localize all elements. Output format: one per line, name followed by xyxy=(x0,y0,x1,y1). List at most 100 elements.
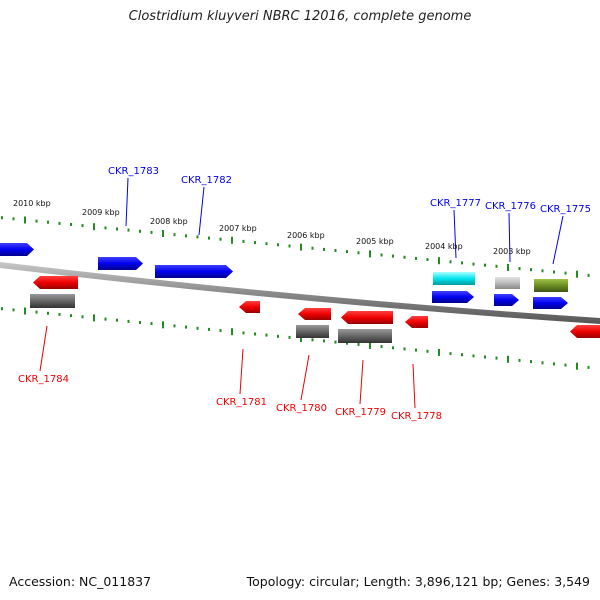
kbp-label: 2003 kbp xyxy=(493,247,531,256)
minor-tick xyxy=(530,360,532,364)
major-tick xyxy=(162,321,164,329)
lower-tick-track xyxy=(1,307,590,370)
minor-tick xyxy=(587,365,590,369)
kbp-label: 2005 kbp xyxy=(356,237,394,246)
gene-label[interactable]: CKR_1781 xyxy=(216,397,267,408)
gene-leader-line xyxy=(198,186,205,236)
minor-tick xyxy=(541,269,544,273)
kbp-label: 2007 kbp xyxy=(219,224,257,233)
minor-tick xyxy=(12,217,15,221)
minor-tick xyxy=(265,242,268,246)
kbp-label: 2006 kbp xyxy=(287,231,325,240)
minor-tick xyxy=(104,226,107,230)
minor-tick xyxy=(518,358,521,362)
gene-arrow xyxy=(494,294,519,306)
minor-tick xyxy=(242,331,245,335)
major-tick xyxy=(162,230,164,237)
minor-tick xyxy=(346,341,348,345)
gene-label[interactable]: CKR_1782 xyxy=(181,175,232,186)
kbp-label: 2008 kbp xyxy=(150,217,188,226)
minor-tick xyxy=(380,345,383,349)
major-tick xyxy=(438,257,440,265)
gene-block xyxy=(534,279,568,292)
minor-tick xyxy=(1,216,3,220)
gene-label[interactable]: CKR_1783 xyxy=(108,166,159,177)
major-tick xyxy=(93,314,95,322)
gene-arrow xyxy=(405,316,428,328)
minor-tick xyxy=(173,324,176,328)
minor-tick xyxy=(139,229,141,233)
minor-tick xyxy=(81,315,84,319)
gene-label[interactable]: CKR_1784 xyxy=(18,374,69,385)
minor-tick xyxy=(116,318,118,322)
major-tick xyxy=(24,216,26,224)
gene-arrow xyxy=(341,311,393,324)
minor-tick xyxy=(323,339,325,343)
minor-tick xyxy=(35,310,38,314)
gene-leader-line xyxy=(552,215,564,265)
gene-arrow xyxy=(298,308,331,320)
major-tick xyxy=(300,335,302,343)
minor-tick xyxy=(392,254,394,258)
gene-leader-line xyxy=(39,325,48,372)
minor-tick xyxy=(530,268,532,272)
gene-arrow xyxy=(0,243,34,256)
minor-tick xyxy=(323,247,325,251)
minor-tick xyxy=(12,308,15,312)
gene-layer xyxy=(0,243,600,343)
minor-tick xyxy=(58,312,61,316)
gene-label[interactable]: CKR_1778 xyxy=(391,411,442,422)
minor-tick xyxy=(334,340,337,344)
major-tick xyxy=(300,243,302,251)
minor-tick xyxy=(185,325,187,329)
minor-tick xyxy=(553,270,555,274)
gene-block xyxy=(338,329,392,343)
major-tick xyxy=(93,223,95,231)
minor-tick xyxy=(484,263,486,267)
gene-arrow xyxy=(98,257,143,270)
gene-label[interactable]: CKR_1779 xyxy=(335,407,386,418)
minor-tick xyxy=(311,246,314,250)
minor-tick xyxy=(196,326,199,330)
gene-block xyxy=(296,325,329,338)
minor-tick xyxy=(173,233,176,237)
gene-leader-line xyxy=(300,354,310,401)
gene-block xyxy=(30,294,75,308)
minor-tick xyxy=(208,236,210,240)
gene-arrow xyxy=(239,301,260,313)
minor-tick xyxy=(495,356,498,360)
minor-tick xyxy=(541,361,544,365)
major-tick xyxy=(507,264,509,271)
gene-label[interactable]: CKR_1776 xyxy=(485,201,536,212)
minor-tick xyxy=(70,314,72,318)
gene-label[interactable]: CKR_1775 xyxy=(540,204,591,215)
gene-arrow xyxy=(155,265,233,278)
minor-tick xyxy=(47,311,49,315)
minor-tick xyxy=(81,224,84,228)
minor-tick xyxy=(472,354,475,358)
minor-tick xyxy=(403,347,406,351)
minor-tick xyxy=(265,333,268,337)
kbp-label: 2010 kbp xyxy=(13,199,51,208)
minor-tick xyxy=(426,258,429,261)
minor-tick xyxy=(254,241,256,245)
gene-leader-line xyxy=(508,212,511,263)
minor-tick xyxy=(127,228,130,232)
minor-tick xyxy=(449,260,452,264)
minor-tick xyxy=(127,319,130,323)
minor-tick xyxy=(461,261,463,265)
minor-tick xyxy=(254,332,256,336)
minor-tick xyxy=(346,250,348,254)
minor-tick xyxy=(196,235,199,239)
minor-tick xyxy=(426,349,429,353)
gene-label[interactable]: CKR_1777 xyxy=(430,198,481,209)
minor-tick xyxy=(242,239,245,243)
gene-label[interactable]: CKR_1780 xyxy=(276,403,327,414)
major-tick xyxy=(438,348,440,356)
minor-tick xyxy=(208,327,210,331)
minor-tick xyxy=(334,249,337,252)
minor-tick xyxy=(484,355,486,359)
gene-leader-line xyxy=(125,177,129,227)
minor-tick xyxy=(150,322,153,326)
